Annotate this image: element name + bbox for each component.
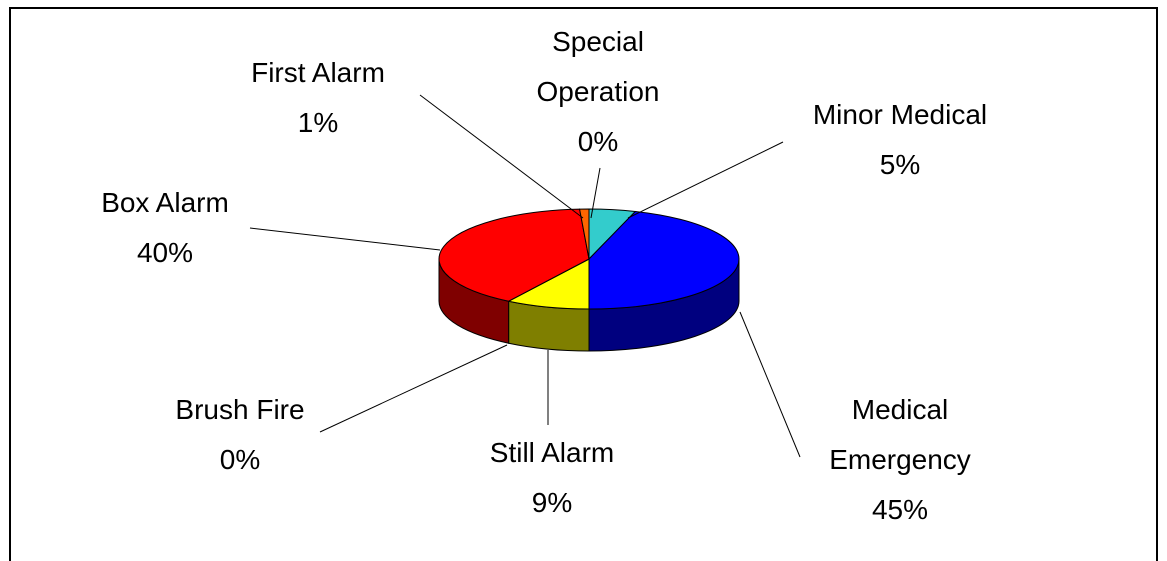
leader-line xyxy=(627,141,784,219)
slice xyxy=(507,258,590,310)
category-label: Special Operation xyxy=(536,26,660,107)
leader-line xyxy=(419,94,584,219)
category-label: Brush Fire xyxy=(175,394,305,425)
slice-label: Medical Emergency 45% xyxy=(800,385,1000,535)
slice xyxy=(588,210,740,310)
slice-label: Special Operation 0% xyxy=(513,17,683,167)
value-label: 0% xyxy=(577,126,619,157)
slice-label: Still Alarm 9% xyxy=(422,428,682,528)
value-label: 0% xyxy=(219,444,261,475)
value-label: 40% xyxy=(136,237,194,268)
leader-line xyxy=(319,344,508,433)
leader-line xyxy=(739,311,801,458)
slice-label: Minor Medical 5% xyxy=(770,90,1030,190)
category-label: Still Alarm xyxy=(489,437,615,468)
leader-line xyxy=(590,167,601,219)
category-label: First Alarm xyxy=(251,57,385,88)
category-label: Minor Medical xyxy=(812,99,988,130)
slice-label: Box Alarm 40% xyxy=(35,178,295,278)
value-label: 45% xyxy=(871,494,929,525)
leader-line xyxy=(249,227,441,251)
slice xyxy=(438,208,590,302)
slice-label: Brush Fire 0% xyxy=(110,385,370,485)
category-label: Box Alarm xyxy=(101,187,229,218)
value-label: 5% xyxy=(879,149,921,180)
value-label: 1% xyxy=(297,107,339,138)
value-label: 9% xyxy=(531,487,573,518)
slice-label: First Alarm 1% xyxy=(188,48,448,148)
category-label: Medical Emergency xyxy=(829,394,971,475)
